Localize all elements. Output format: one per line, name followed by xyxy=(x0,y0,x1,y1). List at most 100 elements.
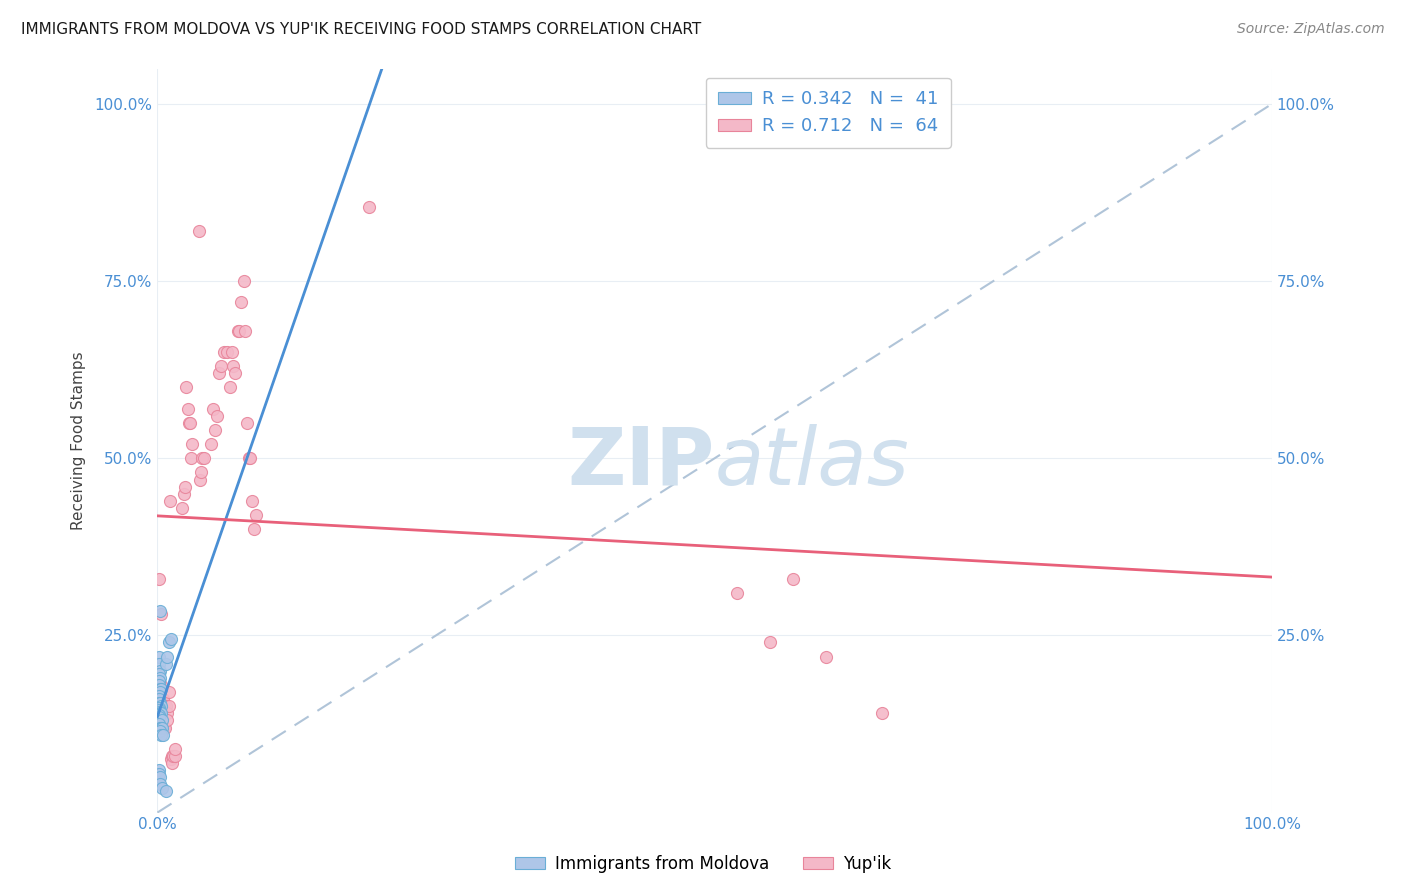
Point xyxy=(222,359,245,373)
Legend: R = 0.342   N =  41, R = 0.712   N =  64: R = 0.342 N = 41, R = 0.712 N = 64 xyxy=(706,78,950,148)
Point xyxy=(180,451,202,466)
Point xyxy=(149,607,172,621)
Point xyxy=(148,667,170,681)
Point xyxy=(149,681,172,696)
Point xyxy=(150,721,173,735)
Point xyxy=(150,692,173,706)
Point xyxy=(153,699,176,714)
Point xyxy=(149,777,172,791)
Point xyxy=(148,689,170,703)
Point xyxy=(148,649,170,664)
Point xyxy=(815,649,838,664)
Point xyxy=(759,635,782,649)
Point xyxy=(152,692,174,706)
Point xyxy=(155,657,177,671)
Point xyxy=(215,345,238,359)
Point xyxy=(174,480,197,494)
Point xyxy=(204,423,226,437)
Point xyxy=(153,721,176,735)
Point xyxy=(157,635,180,649)
Point xyxy=(193,451,215,466)
Point xyxy=(156,714,179,728)
Point xyxy=(240,493,263,508)
Point xyxy=(156,706,179,721)
Point xyxy=(149,678,172,692)
Point xyxy=(359,200,381,214)
Point xyxy=(208,366,231,380)
Text: Source: ZipAtlas.com: Source: ZipAtlas.com xyxy=(1237,22,1385,37)
Point xyxy=(148,572,170,586)
Point xyxy=(243,522,266,536)
Point xyxy=(209,359,232,373)
Point xyxy=(187,225,209,239)
Text: atlas: atlas xyxy=(714,424,910,502)
Point xyxy=(148,657,170,671)
Point xyxy=(205,409,228,423)
Point xyxy=(245,508,267,522)
Point xyxy=(202,401,225,416)
Point xyxy=(148,674,170,689)
Point xyxy=(148,707,170,722)
Point xyxy=(149,770,172,784)
Point xyxy=(148,692,170,706)
Point xyxy=(150,714,173,728)
Point xyxy=(218,380,240,394)
Point xyxy=(200,437,222,451)
Point xyxy=(148,766,170,780)
Point xyxy=(157,699,180,714)
Point xyxy=(155,784,177,798)
Point xyxy=(150,780,173,795)
Point xyxy=(238,451,260,466)
Point xyxy=(149,724,172,739)
Point xyxy=(226,324,249,338)
Point xyxy=(152,728,174,742)
Point xyxy=(165,748,187,763)
Point xyxy=(162,748,184,763)
Point xyxy=(179,416,201,430)
Point xyxy=(188,473,211,487)
Point xyxy=(177,416,200,430)
Point xyxy=(160,756,183,770)
Point xyxy=(148,703,170,717)
Point xyxy=(149,664,172,678)
Point xyxy=(165,741,187,756)
Point xyxy=(160,748,183,763)
Point xyxy=(149,721,172,735)
Point xyxy=(148,678,170,692)
Point xyxy=(228,324,250,338)
Point xyxy=(782,572,804,586)
Point xyxy=(176,401,198,416)
Point xyxy=(149,706,172,721)
Point xyxy=(221,345,243,359)
Point xyxy=(155,699,177,714)
Point xyxy=(148,763,170,777)
Point xyxy=(155,721,177,735)
Point xyxy=(725,586,748,600)
Point xyxy=(149,706,172,721)
Point xyxy=(239,451,262,466)
Point xyxy=(149,671,172,685)
Point xyxy=(157,685,180,699)
Legend: Immigrants from Moldova, Yup'ik: Immigrants from Moldova, Yup'ik xyxy=(509,848,897,880)
Point xyxy=(149,685,172,699)
Point xyxy=(148,696,170,710)
Point xyxy=(149,604,172,618)
Point xyxy=(235,324,257,338)
Point xyxy=(224,366,246,380)
Point xyxy=(149,696,172,710)
Point xyxy=(148,700,170,714)
Point xyxy=(159,632,181,646)
Text: ZIP: ZIP xyxy=(568,424,714,502)
Point xyxy=(173,486,195,500)
Text: IMMIGRANTS FROM MOLDOVA VS YUP'IK RECEIVING FOOD STAMPS CORRELATION CHART: IMMIGRANTS FROM MOLDOVA VS YUP'IK RECEIV… xyxy=(21,22,702,37)
Y-axis label: Receiving Food Stamps: Receiving Food Stamps xyxy=(72,351,86,530)
Point xyxy=(229,295,252,310)
Point xyxy=(156,649,179,664)
Point xyxy=(148,705,170,719)
Point xyxy=(148,717,170,731)
Point xyxy=(149,728,172,742)
Point xyxy=(159,493,181,508)
Point xyxy=(235,416,257,430)
Point xyxy=(191,451,214,466)
Point xyxy=(149,721,172,735)
